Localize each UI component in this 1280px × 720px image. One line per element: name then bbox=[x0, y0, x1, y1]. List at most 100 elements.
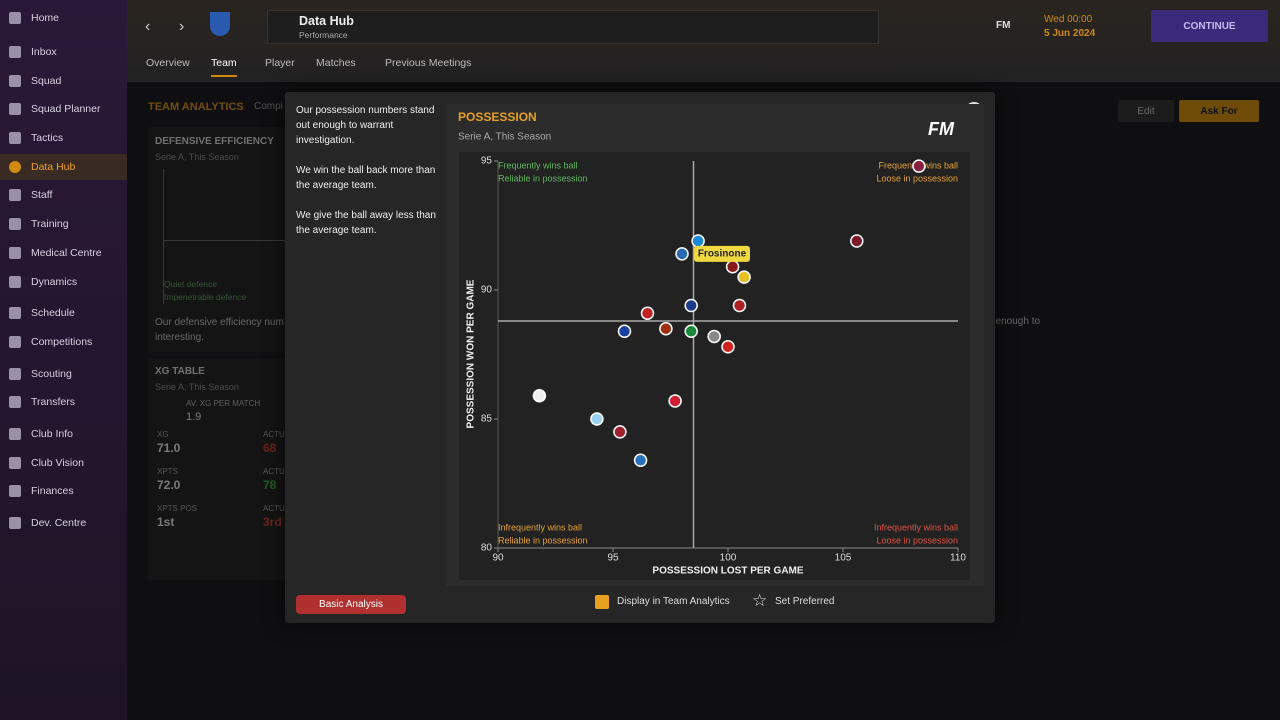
nav-item[interactable]: Transfers bbox=[0, 389, 127, 415]
nav-item[interactable]: Dynamics bbox=[0, 269, 127, 295]
sidebar: Home Inbox Squad Squad Planner Tactics Data H… bbox=[0, 0, 127, 720]
ask-for-button[interactable]: Ask For bbox=[1179, 100, 1259, 122]
y-tick-label: 80 bbox=[481, 543, 493, 554]
team-point bbox=[640, 306, 655, 320]
insight-text: We win the ball back more than the avera… bbox=[296, 165, 436, 191]
team-point bbox=[737, 270, 751, 284]
chart: POSSESSION Serie A, This Season FM POSSE… bbox=[446, 104, 984, 586]
edit-button[interactable]: Edit bbox=[1118, 100, 1174, 122]
nav-icon bbox=[9, 396, 21, 408]
nav-icon bbox=[9, 368, 21, 380]
tab[interactable]: Matches bbox=[316, 57, 356, 69]
nav-label: Transfers bbox=[31, 396, 75, 408]
nav-item[interactable]: Club Info bbox=[0, 421, 127, 447]
nav-item[interactable]: Club Vision bbox=[0, 450, 127, 476]
nav-icon bbox=[9, 336, 21, 348]
checkbox[interactable] bbox=[595, 595, 609, 609]
nav-item[interactable]: Scouting bbox=[0, 361, 127, 387]
nav-item[interactable]: Schedule bbox=[0, 300, 127, 326]
nav-label: Staff bbox=[31, 189, 53, 201]
avg-value: 1.9 bbox=[186, 411, 202, 423]
page-title: Data Hub bbox=[299, 14, 354, 28]
panel-title: DEFENSIVE EFFICIENCY bbox=[155, 136, 274, 147]
section-title: TEAM ANALYTICS bbox=[148, 101, 244, 113]
nav-icon bbox=[9, 46, 21, 58]
nav-item[interactable]: Inbox bbox=[0, 39, 127, 65]
nav-item[interactable]: Competitions bbox=[0, 329, 127, 355]
star-icon[interactable]: ☆ bbox=[752, 591, 768, 610]
nav-item[interactable]: Squad bbox=[0, 68, 127, 94]
nav-icon bbox=[9, 103, 21, 115]
quadrant-label: Loose in possession bbox=[876, 535, 958, 545]
nav-icon bbox=[9, 485, 21, 497]
stat-label: ACTU bbox=[263, 467, 285, 476]
tab[interactable]: Team bbox=[211, 57, 237, 77]
x-tick-label: 110 bbox=[950, 553, 966, 564]
fm-button[interactable]: FM bbox=[996, 20, 1011, 31]
time: Wed 00:00 bbox=[1044, 14, 1093, 25]
x-axis-label: POSSESSION LOST PER GAME bbox=[652, 566, 803, 577]
tab[interactable]: Player bbox=[265, 57, 295, 69]
quadrant-label: Impenetrable defence bbox=[164, 292, 247, 302]
nav-item[interactable]: Home bbox=[0, 5, 127, 31]
team-point bbox=[659, 321, 673, 336]
nav-item[interactable]: Data Hub bbox=[0, 154, 127, 180]
display-label[interactable]: Display in Team Analytics bbox=[617, 596, 730, 607]
team-point bbox=[732, 298, 747, 313]
nav-icon bbox=[9, 517, 21, 529]
nav-label: Squad Planner bbox=[31, 103, 101, 115]
nav-label: Squad bbox=[31, 75, 62, 87]
quadrant-label: Reliable in possession bbox=[498, 535, 588, 545]
quadrant-label: Frequently wins ball bbox=[498, 160, 578, 170]
nav-label: Club Vision bbox=[31, 457, 84, 469]
nav-item[interactable]: Training bbox=[0, 211, 127, 237]
team-point bbox=[721, 340, 735, 354]
date: 5 Jun 2024 bbox=[1044, 28, 1096, 39]
xg-panel: XG TABLE Serie A, This Season AV. XG PER… bbox=[148, 358, 288, 580]
team-point bbox=[707, 329, 721, 344]
nav-label: Home bbox=[31, 12, 60, 24]
back-button[interactable]: ‹ bbox=[145, 18, 151, 35]
forward-button[interactable]: › bbox=[179, 18, 185, 35]
team-point bbox=[725, 260, 740, 274]
nav-icon bbox=[9, 307, 21, 319]
nav-label: Inbox bbox=[31, 46, 57, 58]
nav-icon bbox=[9, 457, 21, 469]
y-axis-label: POSSESSION WON PER GAME bbox=[466, 279, 477, 428]
club-badge[interactable] bbox=[210, 12, 230, 36]
team-point bbox=[617, 324, 632, 339]
nav-label: Dev. Centre bbox=[31, 517, 87, 529]
stat-value: 3rd bbox=[263, 515, 282, 529]
tab[interactable]: Previous Meetings bbox=[385, 57, 472, 69]
panel-text: Our defensive efficiency num bbox=[155, 317, 284, 328]
set-preferred[interactable]: Set Preferred bbox=[775, 596, 835, 607]
basic-analysis-button[interactable]: Basic Analysis bbox=[296, 595, 406, 614]
nav-item[interactable]: Medical Centre bbox=[0, 240, 127, 266]
avg-label: AV. XG PER MATCH bbox=[186, 399, 261, 408]
continue-button[interactable]: CONTINUE bbox=[1151, 10, 1268, 42]
insight-text: Our possession numbers stand out enough … bbox=[296, 105, 435, 146]
nav-icon bbox=[9, 218, 21, 230]
x-tick-label: 100 bbox=[720, 553, 737, 564]
nav-item[interactable]: Finances bbox=[0, 478, 127, 504]
nav-item[interactable]: Dev. Centre bbox=[0, 510, 127, 536]
panel-text: t enough to bbox=[990, 316, 1041, 327]
team-point bbox=[590, 412, 604, 426]
search-box[interactable]: Data Hub Performance bbox=[267, 10, 879, 44]
insight-text: We give the ball away less than the aver… bbox=[296, 210, 436, 236]
top-bar: ‹ › Data Hub Performance FM Wed 00:00 5 … bbox=[127, 0, 1280, 82]
nav-item[interactable]: Tactics bbox=[0, 125, 127, 151]
nav-label: Club Info bbox=[31, 428, 74, 440]
stat-label: ACTU bbox=[263, 504, 285, 513]
nav-item[interactable]: Squad Planner bbox=[0, 96, 127, 122]
team-point bbox=[613, 425, 627, 439]
chart-subtitle: Serie A, This Season bbox=[458, 132, 551, 143]
tab[interactable]: Overview bbox=[146, 57, 190, 69]
nav-item[interactable]: Staff bbox=[0, 182, 127, 208]
defensive-panel: DEFENSIVE EFFICIENCY Serie A, This Seaso… bbox=[148, 127, 288, 352]
axis bbox=[163, 240, 288, 241]
axis bbox=[163, 169, 164, 304]
quadrant-label: Infrequently wins ball bbox=[874, 522, 958, 532]
stat-label: XPTS POS bbox=[157, 504, 198, 513]
